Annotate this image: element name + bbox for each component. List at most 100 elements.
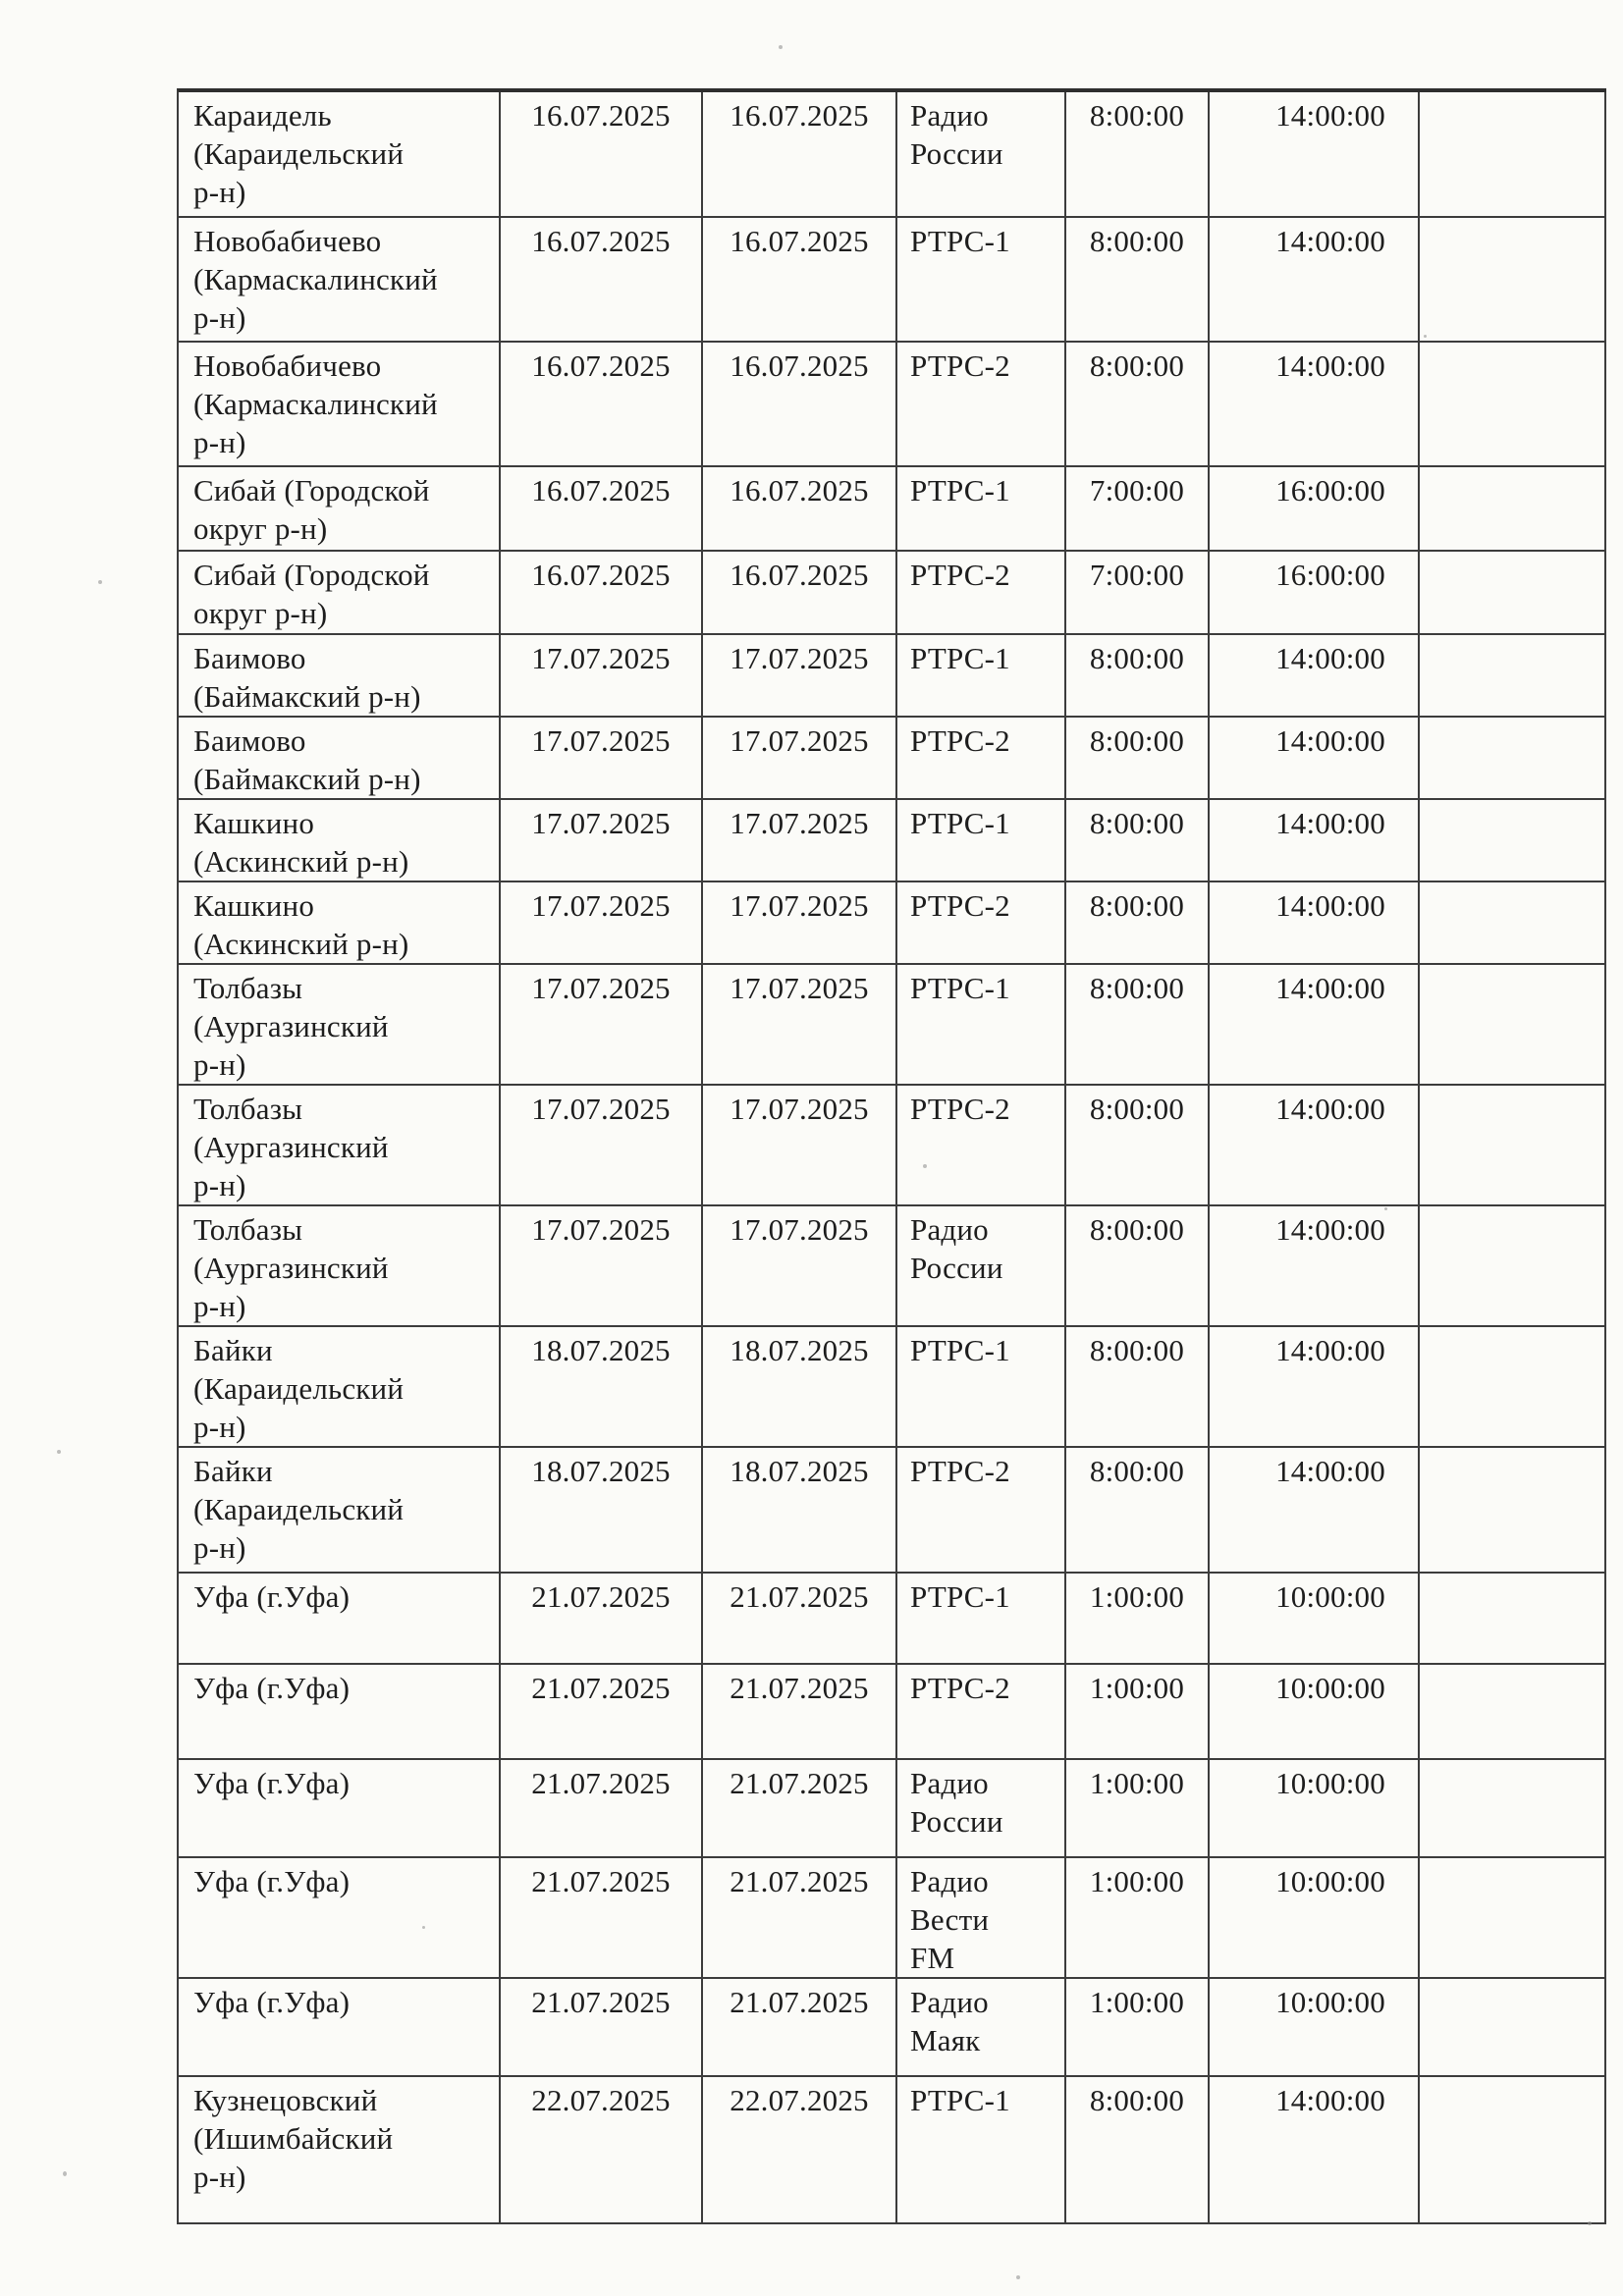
cell-channel: РТРС-2 bbox=[897, 1086, 1066, 1206]
cell-end-time: 16:00:00 bbox=[1210, 467, 1420, 552]
cell-date-to: 22.07.2025 bbox=[703, 2077, 897, 2224]
table-row: Толбазы (Аургазинский р-н) 17.07.2025 17.0… bbox=[179, 965, 1606, 1086]
cell-channel: Радио России bbox=[897, 1206, 1066, 1327]
cell-location: Толбазы (Аургазинский р-н) bbox=[179, 965, 501, 1086]
table-row: Сибай (Городской округ р-н) 16.07.2025 16.… bbox=[179, 552, 1606, 635]
cell-start-time: 8:00:00 bbox=[1066, 635, 1210, 718]
scan-speckle bbox=[779, 45, 783, 49]
cell-start-time: 1:00:00 bbox=[1066, 1665, 1210, 1760]
table-row: Уфа (г.Уфа) 21.07.2025 21.07.2025 Радио Вес… bbox=[179, 1858, 1606, 1979]
table-row: Байки (Караидельский р-н) 18.07.2025 18.07… bbox=[179, 1448, 1606, 1574]
cell-date-from: 17.07.2025 bbox=[501, 718, 703, 800]
cell-location: Новобабичево (Кармаскалинский р-н) bbox=[179, 218, 501, 343]
cell-date-to: 18.07.2025 bbox=[703, 1448, 897, 1574]
cell-location: Уфа (г.Уфа) bbox=[179, 1979, 501, 2077]
table-row: Уфа (г.Уфа) 21.07.2025 21.07.2025 Радио Мая… bbox=[179, 1979, 1606, 2077]
cell-date-to: 16.07.2025 bbox=[703, 92, 897, 218]
cell-location: Кузнецовский (Ишимбайский р-н) bbox=[179, 2077, 501, 2224]
cell-location: Кашкино (Аскинский р-н) bbox=[179, 800, 501, 882]
table-row: Баимово (Баймакский р-н) 17.07.2025 17.07.… bbox=[179, 635, 1606, 718]
cell-end-time: 14:00:00 bbox=[1210, 92, 1420, 218]
cell-note bbox=[1420, 218, 1606, 343]
cell-note bbox=[1420, 1574, 1606, 1665]
cell-channel: РТРС-2 bbox=[897, 1665, 1066, 1760]
cell-date-to: 21.07.2025 bbox=[703, 1979, 897, 2077]
cell-note bbox=[1420, 552, 1606, 635]
cell-channel: Радио Вести FM bbox=[897, 1858, 1066, 1979]
scan-speckle bbox=[98, 580, 102, 584]
scan-speckle bbox=[63, 2171, 67, 2176]
table-row: Уфа (г.Уфа) 21.07.2025 21.07.2025 РТРС-1 1:0… bbox=[179, 1574, 1606, 1665]
cell-note bbox=[1420, 1327, 1606, 1448]
cell-channel: РТРС-1 bbox=[897, 965, 1066, 1086]
table-row: Уфа (г.Уфа) 21.07.2025 21.07.2025 Радио Рос… bbox=[179, 1760, 1606, 1858]
cell-note bbox=[1420, 1448, 1606, 1574]
cell-end-time: 14:00:00 bbox=[1210, 635, 1420, 718]
cell-note bbox=[1420, 1665, 1606, 1760]
cell-date-to: 17.07.2025 bbox=[703, 800, 897, 882]
cell-channel: РТРС-1 bbox=[897, 218, 1066, 343]
cell-start-time: 1:00:00 bbox=[1066, 1760, 1210, 1858]
cell-end-time: 14:00:00 bbox=[1210, 218, 1420, 343]
cell-note bbox=[1420, 882, 1606, 965]
cell-end-time: 16:00:00 bbox=[1210, 552, 1420, 635]
cell-date-to: 16.07.2025 bbox=[703, 552, 897, 635]
cell-channel: Радио России bbox=[897, 92, 1066, 218]
cell-channel: РТРС-2 bbox=[897, 1448, 1066, 1574]
cell-date-from: 17.07.2025 bbox=[501, 1086, 703, 1206]
cell-channel: РТРС-1 bbox=[897, 1327, 1066, 1448]
scan-speckle bbox=[1384, 1207, 1387, 1210]
cell-location: Кашкино (Аскинский р-н) bbox=[179, 882, 501, 965]
table-row: Караидель (Караидельский р-н) 16.07.2025 1… bbox=[179, 92, 1606, 218]
table-row: Толбазы (Аургазинский р-н) 17.07.2025 17.0… bbox=[179, 1086, 1606, 1206]
cell-location: Байки (Караидельский р-н) bbox=[179, 1327, 501, 1448]
cell-location: Толбазы (Аургазинский р-н) bbox=[179, 1086, 501, 1206]
cell-note bbox=[1420, 1979, 1606, 2077]
cell-date-to: 17.07.2025 bbox=[703, 1086, 897, 1206]
cell-date-to: 17.07.2025 bbox=[703, 882, 897, 965]
cell-date-from: 21.07.2025 bbox=[501, 1760, 703, 1858]
scan-speckle bbox=[1424, 335, 1427, 338]
cell-note bbox=[1420, 92, 1606, 218]
cell-location: Уфа (г.Уфа) bbox=[179, 1858, 501, 1979]
cell-location: Сибай (Городской округ р-н) bbox=[179, 467, 501, 552]
cell-start-time: 8:00:00 bbox=[1066, 2077, 1210, 2224]
table-row: Кашкино (Аскинский р-н) 17.07.2025 17.07.2… bbox=[179, 882, 1606, 965]
table-row: Кашкино (Аскинский р-н) 17.07.2025 17.07.2… bbox=[179, 800, 1606, 882]
table-row: Сибай (Городской округ р-н) 16.07.2025 16.… bbox=[179, 467, 1606, 552]
cell-date-to: 16.07.2025 bbox=[703, 467, 897, 552]
cell-date-from: 17.07.2025 bbox=[501, 800, 703, 882]
cell-start-time: 1:00:00 bbox=[1066, 1574, 1210, 1665]
cell-start-time: 8:00:00 bbox=[1066, 800, 1210, 882]
table-row: Новобабичево (Кармаскалинский р-н) 16.07.… bbox=[179, 218, 1606, 343]
cell-location: Баимово (Баймакский р-н) bbox=[179, 718, 501, 800]
cell-date-to: 21.07.2025 bbox=[703, 1665, 897, 1760]
cell-date-from: 16.07.2025 bbox=[501, 467, 703, 552]
cell-date-from: 16.07.2025 bbox=[501, 343, 703, 467]
cell-date-from: 21.07.2025 bbox=[501, 1979, 703, 2077]
cell-location: Байки (Караидельский р-н) bbox=[179, 1448, 501, 1574]
cell-date-to: 21.07.2025 bbox=[703, 1574, 897, 1665]
cell-end-time: 14:00:00 bbox=[1210, 2077, 1420, 2224]
cell-note bbox=[1420, 343, 1606, 467]
cell-date-from: 17.07.2025 bbox=[501, 965, 703, 1086]
cell-date-to: 16.07.2025 bbox=[703, 218, 897, 343]
cell-date-from: 17.07.2025 bbox=[501, 1206, 703, 1327]
cell-start-time: 8:00:00 bbox=[1066, 1206, 1210, 1327]
cell-end-time: 10:00:00 bbox=[1210, 1979, 1420, 2077]
cell-end-time: 14:00:00 bbox=[1210, 1448, 1420, 1574]
cell-channel: РТРС-2 bbox=[897, 718, 1066, 800]
cell-start-time: 1:00:00 bbox=[1066, 1979, 1210, 2077]
scan-speckle bbox=[57, 1450, 61, 1454]
table-row: Кузнецовский (Ишимбайский р-н) 22.07.2025… bbox=[179, 2077, 1606, 2224]
cell-note bbox=[1420, 718, 1606, 800]
cell-end-time: 10:00:00 bbox=[1210, 1574, 1420, 1665]
table-row: Баимово (Баймакский р-н) 17.07.2025 17.07.… bbox=[179, 718, 1606, 800]
cell-date-from: 17.07.2025 bbox=[501, 635, 703, 718]
cell-channel: РТРС-2 bbox=[897, 552, 1066, 635]
cell-channel: РТРС-1 bbox=[897, 2077, 1066, 2224]
cell-end-time: 14:00:00 bbox=[1210, 882, 1420, 965]
cell-channel: РТРС-1 bbox=[897, 1574, 1066, 1665]
cell-date-to: 17.07.2025 bbox=[703, 718, 897, 800]
cell-date-from: 16.07.2025 bbox=[501, 92, 703, 218]
